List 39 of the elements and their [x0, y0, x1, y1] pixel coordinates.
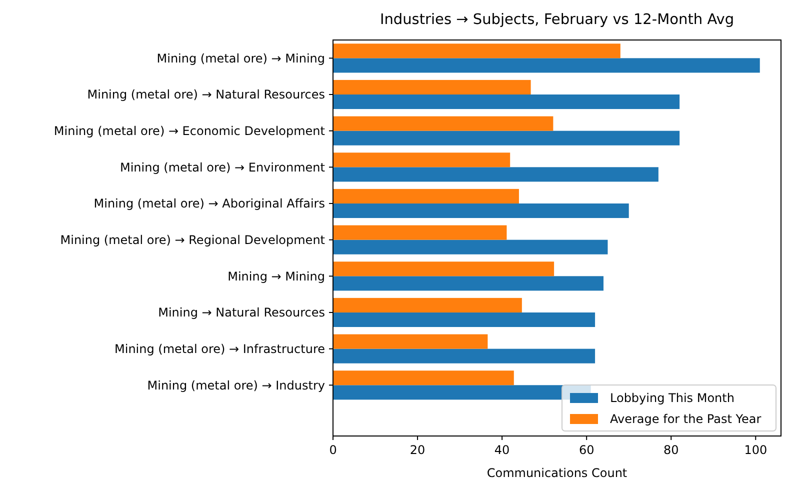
- x-tick-label: 60: [578, 443, 594, 457]
- legend-label: Average for the Past Year: [610, 412, 762, 426]
- bar: [333, 262, 554, 276]
- y-tick-label: Mining (metal ore) → Natural Resources: [87, 88, 325, 102]
- bar: [333, 240, 608, 254]
- bar: [333, 94, 680, 110]
- x-axis-title: Communications Count: [486, 466, 628, 480]
- bar: [333, 130, 680, 146]
- y-tick-label: Mining (metal ore) → Mining: [156, 51, 325, 66]
- x-tick-label: 80: [663, 443, 679, 457]
- legend-label: Lobbying This Month: [610, 391, 734, 406]
- bar: [333, 58, 760, 73]
- bar: [333, 298, 522, 312]
- y-tick-label: Mining → Mining: [228, 269, 325, 284]
- bar: [333, 188, 519, 204]
- bar: [333, 370, 514, 386]
- x-tick-label: 100: [744, 443, 768, 457]
- chart-title: Industries → Subjects, February vs 12-Month Avg: [380, 12, 734, 28]
- y-tick-label: Mining (metal ore) → Industry: [147, 378, 325, 392]
- bar: [333, 80, 531, 94]
- y-tick-label: Mining (metal ore) → Infrastructure: [114, 342, 325, 356]
- bar: [333, 225, 507, 240]
- x-tick-label: 0: [329, 443, 337, 457]
- y-tick-label: Mining (metal ore) → Environment: [120, 160, 326, 174]
- bar: [333, 167, 658, 182]
- y-tick-label: Mining (metal ore) → Economic Development: [54, 124, 326, 138]
- bar: [333, 203, 629, 218]
- x-tick-label: 20: [410, 443, 426, 457]
- bar: [333, 348, 596, 364]
- y-tick-label: Mining (metal ore) → Regional Development: [60, 233, 326, 248]
- bar: [333, 334, 488, 349]
- bar: [333, 276, 604, 291]
- y-tick-label: Mining (metal ore) → Aboriginal Affairs: [94, 196, 325, 211]
- bar: [333, 116, 554, 131]
- bar: [333, 152, 510, 168]
- bar: [333, 44, 620, 58]
- x-tick-label: 40: [494, 443, 510, 457]
- y-tick-label: Mining → Natural Resources: [158, 306, 325, 320]
- bar: [333, 312, 596, 328]
